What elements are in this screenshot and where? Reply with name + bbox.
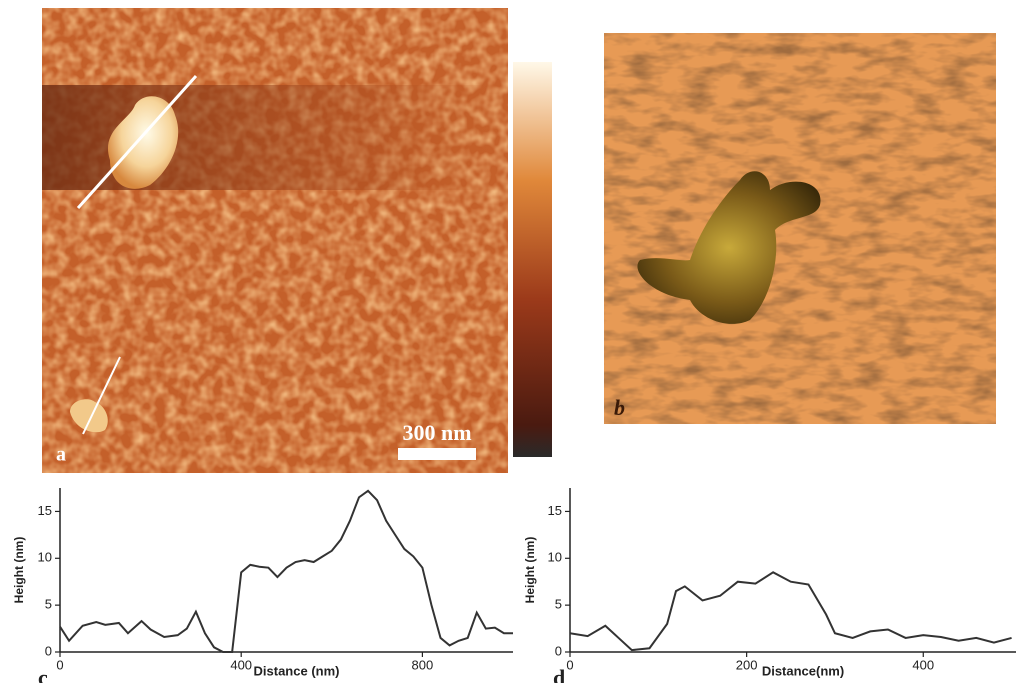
x-tick-label: 800 [412, 657, 434, 672]
x-tick-label: 400 [230, 657, 252, 672]
panel-label: b [614, 395, 625, 420]
y-tick-label: 10 [548, 550, 562, 565]
data-line [59, 489, 513, 653]
scale-bar-label: 300 nm [402, 420, 471, 445]
y-tick-label: 5 [555, 597, 562, 612]
afm-image-a: 300 nm a [42, 8, 508, 473]
y-axis-label: Height (nm) [523, 537, 537, 604]
panel-label: a [56, 444, 66, 466]
panel-label: c [38, 665, 48, 683]
x-axis-label: Distance (nm) [254, 663, 340, 678]
y-tick-label: 0 [45, 643, 52, 658]
y-tick-label: 10 [38, 550, 52, 565]
panel-label: d [553, 665, 565, 683]
x-tick-label: 200 [736, 657, 758, 672]
y-tick-label: 0 [555, 643, 562, 658]
x-tick-label: 400 [912, 657, 934, 672]
y-tick-label: 5 [45, 597, 52, 612]
y-tick-label: 15 [38, 503, 52, 518]
afm-image-b: b [604, 33, 996, 424]
x-tick-label: 0 [566, 657, 573, 672]
x-tick-label: 0 [56, 657, 63, 672]
y-tick-label: 15 [548, 503, 562, 518]
color-bar [513, 62, 552, 457]
data-line [569, 571, 1012, 652]
y-axis-label: Height (nm) [12, 537, 26, 604]
x-axis-label: Distance(nm) [762, 663, 844, 678]
